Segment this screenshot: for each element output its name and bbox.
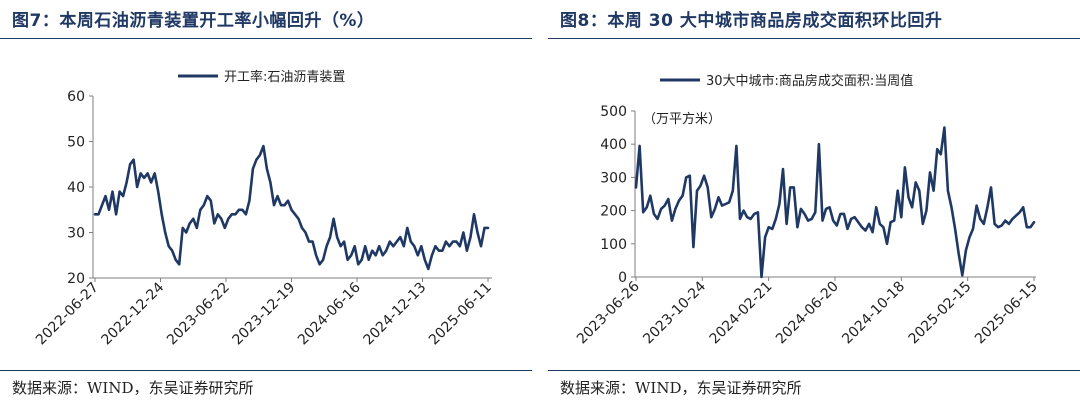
chart-panel-right: 图8：本周 30 大中城市商品房成交面积环比回升 0 100 200 300 400 50… (548, 0, 1080, 410)
y-tick-label: 50 (67, 135, 85, 151)
source-note: 数据来源：WIND，东吴证券研究所 (12, 379, 254, 397)
x-tick-label: 2024-10-18 (839, 279, 908, 348)
x-tick-label: 2023-10-24 (640, 278, 709, 347)
x-tick-label: 2024-06-16 (295, 279, 364, 348)
y-tick-label: 300 (600, 170, 627, 186)
x-tick-label: 2024-02-21 (707, 279, 776, 348)
series-line (634, 126, 1036, 279)
source-rule (548, 370, 1080, 371)
y-tick-label: 400 (600, 137, 627, 153)
x-tick-label: 2022-12-24 (98, 279, 167, 348)
x-tick-label: 2024-06-20 (773, 279, 842, 348)
asphalt-utilization-chart: 20 30 40 50 60 2022-06-272022-12-242023-06-22… (33, 69, 495, 349)
legend: 开工率:石油沥青装置 (178, 69, 345, 85)
unit-label: （万平方米） (643, 111, 721, 127)
y-tick-label: 500 (600, 104, 627, 120)
legend-label: 30大中城市:商品房成交面积:当周值 (706, 73, 913, 89)
x-tick-label: 2025-02-15 (906, 279, 975, 348)
y-tick-label: 200 (600, 204, 627, 220)
source-rule (0, 370, 532, 371)
y-tick-label: 60 (67, 89, 85, 105)
title-rule (0, 38, 532, 39)
x-tick-label: 2023-06-22 (164, 280, 233, 349)
x-tick-label: 2025-06-11 (426, 280, 495, 349)
y-tick-label: 0 (618, 270, 627, 286)
x-tick-label: 2023-06-26 (574, 278, 643, 347)
y-tick-label: 40 (67, 180, 85, 196)
housing-sales-chart: 01002003004005002023-06-262023-10-242024… (574, 73, 1041, 348)
legend: 30大中城市:商品房成交面积:当周值 (660, 73, 913, 89)
y-tick-label: 20 (67, 271, 85, 287)
source-note: 数据来源：WIND，东吴证券研究所 (560, 379, 802, 397)
x-tick-label: 2022-06-27 (33, 280, 102, 349)
y-tick-label: 30 (67, 226, 85, 242)
x-tick-label: 2024-12-13 (360, 280, 429, 349)
legend-label: 开工率:石油沥青装置 (224, 69, 345, 85)
title-rule (548, 38, 1080, 39)
series-line (93, 144, 490, 271)
y-tick-label: 100 (600, 237, 627, 253)
chart-title: 图8：本周 30 大中城市商品房成交面积环比回升 (560, 11, 943, 31)
chart-panel-left: 图7：本周石油沥青装置开工率小幅回升（%） 20 30 40 50 60 2022-06-… (0, 0, 532, 410)
x-tick-label: 2025-06-15 (972, 279, 1041, 348)
x-tick-label: 2023-12-19 (229, 280, 298, 349)
chart-title: 图7：本周石油沥青装置开工率小幅回升（%） (12, 11, 375, 31)
